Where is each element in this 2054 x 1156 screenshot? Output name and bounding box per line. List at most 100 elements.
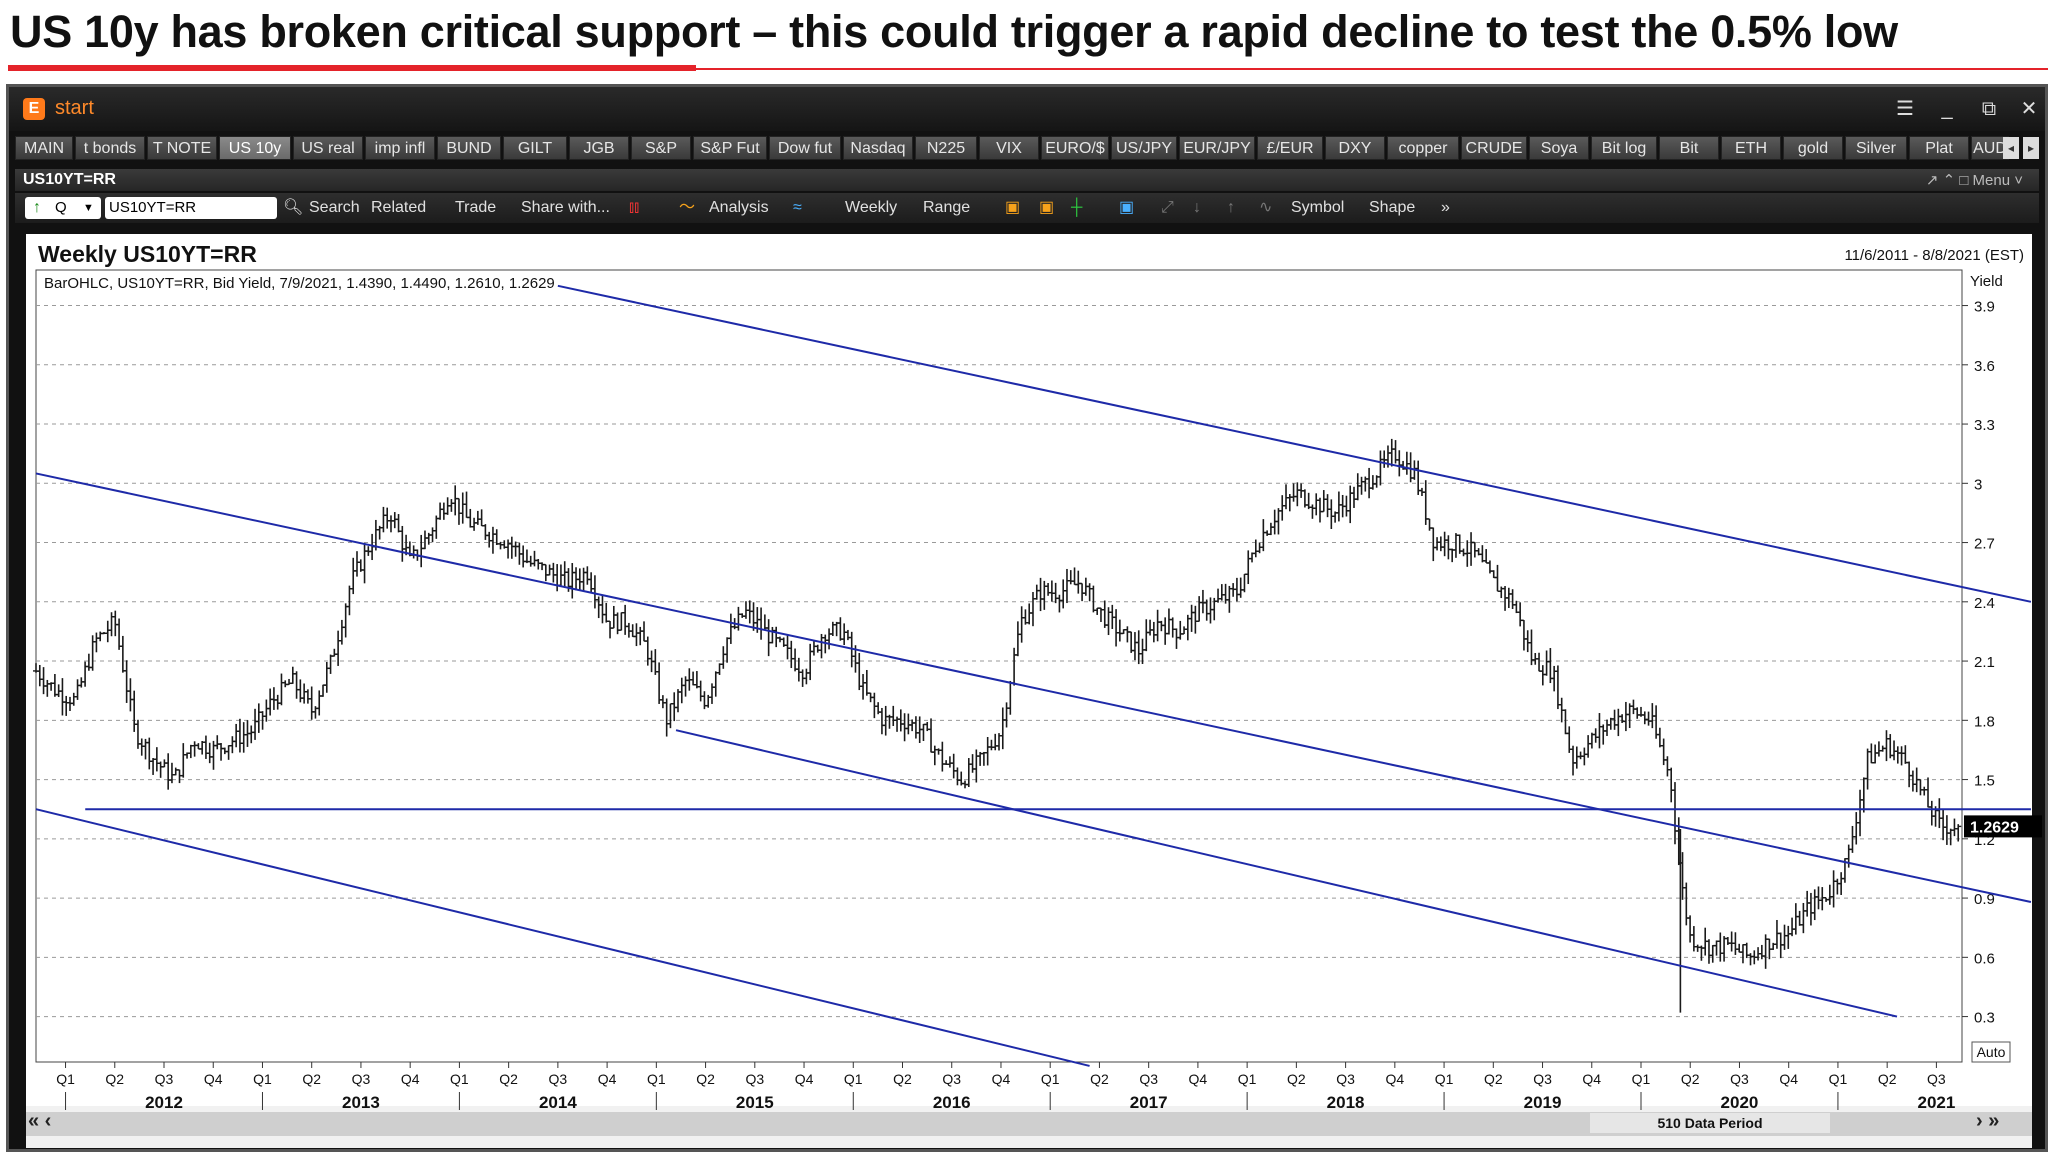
quarter-label: Q3 — [745, 1071, 764, 1087]
tab-gilt[interactable]: GILT — [503, 136, 567, 160]
search-button[interactable]: Search — [309, 199, 360, 216]
tab-t-bonds[interactable]: t bonds — [75, 136, 145, 160]
y-tick-label: 3.3 — [1974, 417, 1995, 434]
date-range: 11/6/2011 - 8/8/2021 (EST) — [1844, 247, 2024, 264]
tab-eur-jpy[interactable]: EUR/JPY — [1179, 136, 1255, 160]
close-icon[interactable]: ✕ — [2020, 98, 2038, 120]
line-chart-icon[interactable]: ▣ — [1005, 199, 1021, 216]
tab-scroll-left-icon[interactable]: ◂ — [2003, 137, 2019, 159]
panel-title: US10YT=RR — [23, 171, 116, 188]
study-icon[interactable]: ≈ — [793, 199, 802, 216]
tab-copper[interactable]: copper — [1387, 136, 1459, 160]
compare-icon[interactable]: ▣ — [1039, 199, 1055, 216]
tab-n225[interactable]: N225 — [915, 136, 977, 160]
down-arrow-icon[interactable]: ↓ — [1193, 199, 1201, 216]
tab-scroll-right-icon[interactable]: ▸ — [2023, 137, 2039, 159]
shape-menu[interactable]: Shape — [1369, 199, 1416, 216]
tab-plat[interactable]: Plat — [1909, 136, 1969, 160]
data-period-label: 510 Data Period — [1590, 1113, 1830, 1133]
tab-bit-log[interactable]: Bit log — [1591, 136, 1657, 160]
chart-title: Weekly US10YT=RR — [38, 241, 257, 267]
scroll-right-icon[interactable]: › » — [1976, 1110, 2000, 1132]
year-label: 2021 — [1917, 1093, 1955, 1112]
quarter-label: Q1 — [1041, 1071, 1060, 1087]
panel-tools[interactable]: ↗ ⌃ □ Menu ˅ — [1925, 172, 2023, 189]
tab-crude[interactable]: CRUDE — [1461, 136, 1527, 160]
year-label: 2016 — [933, 1093, 971, 1112]
tab-s-p[interactable]: S&P — [631, 136, 691, 160]
y-tick-label: 1.8 — [1974, 713, 1995, 730]
auto-label: Auto — [1977, 1044, 2006, 1060]
minimize-icon[interactable]: _ — [1941, 98, 1953, 120]
tab-eth[interactable]: ETH — [1721, 136, 1781, 160]
quarter-label: Q1 — [1632, 1071, 1651, 1087]
up-arrow-icon[interactable]: ↑ — [1227, 199, 1235, 216]
tab-silver[interactable]: Silver — [1845, 136, 1907, 160]
interval-menu[interactable]: Weekly — [845, 199, 898, 216]
chart-area — [26, 234, 2032, 1106]
app-logo-icon: E — [23, 98, 45, 120]
quarter-label: Q1 — [450, 1071, 469, 1087]
expand-icon[interactable]: ⤢ — [1161, 199, 1174, 216]
tab-nasdaq[interactable]: Nasdaq — [843, 136, 913, 160]
y-tick-label: 3 — [1974, 476, 1982, 493]
analysis-menu[interactable]: Analysis — [709, 199, 769, 216]
last-value-label: 1.2629 — [1970, 819, 2019, 836]
related-menu[interactable]: Related — [371, 199, 427, 216]
tab-soya[interactable]: Soya — [1529, 136, 1589, 160]
more-icon[interactable]: » — [1441, 199, 1450, 216]
crosshair-icon[interactable]: ┼ — [1071, 199, 1083, 216]
quarter-label: Q3 — [155, 1071, 174, 1087]
title-bar[interactable]: E start ☰ _ ⧉ ✕ — [9, 87, 2045, 131]
y-tick-label: 0.9 — [1974, 891, 1995, 908]
range-menu[interactable]: Range — [923, 199, 971, 216]
menu-icon[interactable]: ☰ — [1896, 98, 1914, 120]
search-icon[interactable]: 🔍︎ — [283, 199, 304, 216]
tab-euro[interactable]: EURO/$ — [1041, 136, 1109, 160]
quarter-label: Q2 — [1090, 1071, 1109, 1087]
tab-dxy[interactable]: DXY — [1325, 136, 1385, 160]
share-menu[interactable]: Share with... — [521, 199, 610, 216]
save-chart-icon[interactable]: ▣ — [1119, 199, 1135, 216]
chart-type-icon[interactable]: ⫾⫾ — [629, 199, 640, 216]
trade-menu[interactable]: Trade — [455, 199, 497, 216]
tab-us-real[interactable]: US real — [293, 136, 363, 160]
symbol-menu[interactable]: Symbol — [1291, 199, 1345, 216]
analysis-icon[interactable]: 〜 — [679, 199, 696, 216]
restore-icon[interactable]: ⧉ — [1981, 98, 1997, 120]
tab-s-p-fut[interactable]: S&P Fut — [693, 136, 767, 160]
trend-icon[interactable]: ∿ — [1259, 199, 1273, 216]
quarter-label: Q4 — [1189, 1071, 1208, 1087]
y-tick-label: 1.5 — [1974, 773, 1995, 790]
tab-t-note[interactable]: T NOTE — [147, 136, 217, 160]
quarter-label: Q2 — [1681, 1071, 1700, 1087]
tab-vix[interactable]: VIX — [979, 136, 1039, 160]
tab-us-10y[interactable]: US 10y — [219, 136, 291, 160]
quarter-label: Q1 — [1435, 1071, 1454, 1087]
tab-main[interactable]: MAIN — [15, 136, 73, 160]
y-axis-label: Yield — [1970, 273, 2003, 290]
quarter-label: Q4 — [598, 1071, 617, 1087]
tab-gold[interactable]: gold — [1783, 136, 1843, 160]
quarter-label: Q2 — [302, 1071, 321, 1087]
quarter-label: Q3 — [352, 1071, 371, 1087]
tab-bit[interactable]: Bit — [1659, 136, 1719, 160]
tab-imp-infl[interactable]: imp infl — [365, 136, 435, 160]
quarter-label: Q4 — [1385, 1071, 1404, 1087]
ohlc-bars — [33, 438, 1962, 969]
ric-input[interactable]: US10YT=RR — [105, 197, 277, 219]
scroll-left-icon[interactable]: « ‹ — [28, 1110, 52, 1132]
quote-selector[interactable]: ↑ Q ▼ — [25, 197, 101, 219]
quarter-label: Q3 — [1533, 1071, 1552, 1087]
quarter-label: Q4 — [795, 1071, 814, 1087]
tab-us-jpy[interactable]: US/JPY — [1111, 136, 1177, 160]
quarter-label: Q3 — [942, 1071, 961, 1087]
quarter-label: Q2 — [105, 1071, 124, 1087]
tab-bund[interactable]: BUND — [437, 136, 501, 160]
quarter-label: Q3 — [1139, 1071, 1158, 1087]
tab-eur[interactable]: £/EUR — [1257, 136, 1323, 160]
tab-dow-fut[interactable]: Dow fut — [769, 136, 841, 160]
quarter-label: Q3 — [1336, 1071, 1355, 1087]
tab-jgb[interactable]: JGB — [569, 136, 629, 160]
